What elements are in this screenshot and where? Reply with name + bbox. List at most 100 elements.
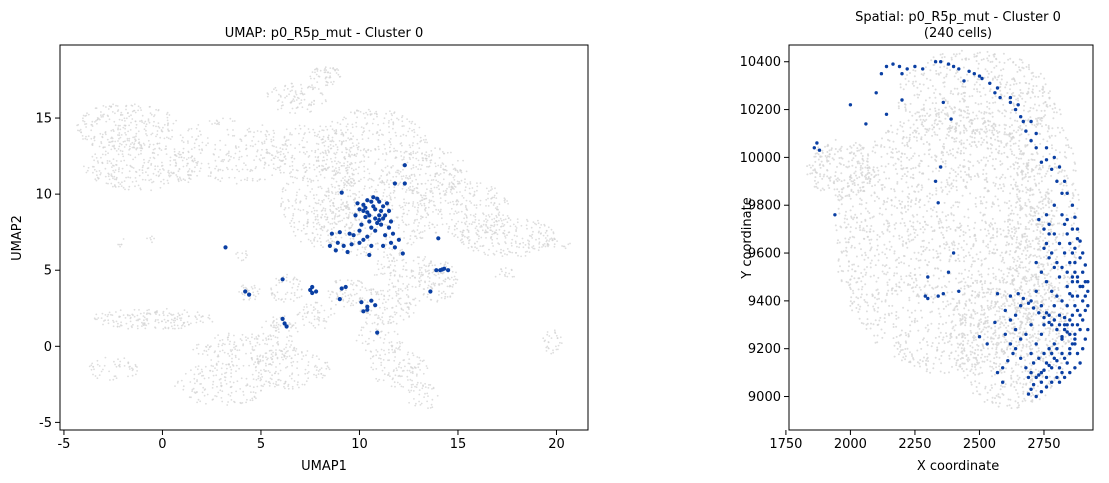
background-point	[179, 134, 182, 137]
background-point	[342, 133, 344, 135]
background-point	[344, 232, 346, 235]
background-point	[416, 202, 419, 204]
background-point	[351, 223, 354, 226]
background-point	[448, 186, 450, 188]
background-point	[250, 391, 252, 394]
background-point	[392, 351, 394, 354]
background-point	[450, 151, 452, 154]
background-point	[225, 153, 228, 156]
cluster-point	[329, 231, 334, 236]
background-point	[291, 387, 294, 390]
background-point	[410, 386, 413, 389]
cluster-point	[373, 303, 378, 308]
background-point	[345, 212, 348, 215]
background-point	[387, 212, 390, 215]
background-point	[347, 208, 350, 211]
background-point	[391, 348, 394, 351]
background-point	[417, 366, 420, 369]
background-point	[881, 270, 884, 273]
background-point	[100, 114, 102, 116]
background-point	[264, 362, 267, 365]
background-point	[310, 179, 313, 182]
background-point	[423, 288, 426, 290]
background-point	[426, 165, 428, 168]
background-point	[299, 201, 301, 204]
background-point	[490, 237, 492, 240]
background-point	[188, 168, 191, 170]
background-point	[134, 185, 136, 188]
background-point	[153, 120, 155, 123]
cluster-point	[369, 225, 374, 230]
background-point	[404, 269, 407, 271]
background-point	[469, 200, 471, 203]
background-point	[925, 223, 928, 226]
background-point	[159, 172, 162, 175]
background-point	[279, 165, 282, 168]
background-point	[124, 317, 127, 319]
background-point	[102, 105, 105, 107]
background-point	[870, 259, 873, 262]
background-point	[891, 304, 894, 307]
background-point	[407, 362, 410, 365]
background-point	[311, 88, 314, 91]
background-point	[392, 243, 394, 246]
cluster-point	[345, 249, 350, 255]
background-point	[368, 289, 371, 291]
background-point	[912, 167, 915, 170]
background-point	[316, 135, 318, 138]
background-point	[1003, 201, 1006, 204]
background-point	[438, 188, 440, 191]
background-point	[263, 167, 265, 169]
background-point	[395, 134, 398, 137]
background-point	[311, 242, 313, 245]
background-point	[412, 229, 415, 232]
background-point	[272, 382, 275, 385]
background-point	[330, 199, 333, 202]
background-point	[370, 113, 373, 115]
background-point	[129, 365, 131, 368]
background-point	[82, 117, 84, 120]
background-point	[165, 321, 167, 324]
background-point	[344, 295, 347, 298]
background-point	[917, 259, 920, 262]
background-point	[538, 243, 540, 245]
background-point	[134, 140, 137, 143]
background-point	[315, 175, 318, 178]
background-point	[377, 293, 380, 296]
background-point	[465, 216, 468, 218]
background-point	[326, 216, 329, 219]
background-point	[138, 142, 141, 145]
background-point	[873, 176, 876, 179]
background-point	[322, 169, 324, 172]
background-point	[862, 227, 865, 230]
background-point	[114, 140, 117, 143]
background-point	[366, 322, 368, 325]
background-point	[495, 250, 498, 253]
background-point	[414, 404, 417, 407]
background-point	[385, 112, 387, 115]
background-point	[1016, 195, 1019, 198]
background-point	[152, 172, 155, 175]
background-point	[345, 125, 348, 128]
background-point	[287, 387, 290, 390]
background-point	[1012, 142, 1015, 145]
background-point	[402, 359, 405, 362]
background-point	[418, 163, 421, 166]
background-point	[102, 368, 104, 371]
background-point	[429, 174, 432, 177]
background-point	[155, 174, 158, 177]
background-point	[208, 166, 211, 169]
background-point	[222, 117, 224, 120]
background-point	[503, 199, 506, 202]
background-point	[135, 373, 137, 376]
background-point	[409, 235, 412, 237]
background-point	[415, 157, 418, 160]
background-point	[278, 151, 280, 154]
background-point	[473, 194, 476, 197]
background-point	[885, 273, 888, 276]
background-point	[101, 136, 104, 139]
background-point	[256, 150, 259, 153]
background-point	[439, 182, 441, 184]
background-point	[231, 134, 234, 137]
background-point	[313, 77, 316, 80]
